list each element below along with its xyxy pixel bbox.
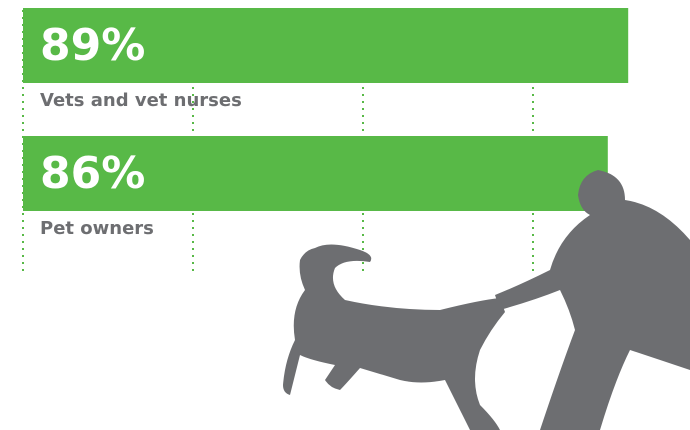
bar [23,8,629,83]
bar [23,136,608,211]
category-label: Vets and vet nurses [40,90,242,111]
category-label: Pet owners [40,218,154,239]
silhouette [283,170,690,430]
value-label: 89% [40,20,145,71]
value-label: 86% [40,148,145,199]
